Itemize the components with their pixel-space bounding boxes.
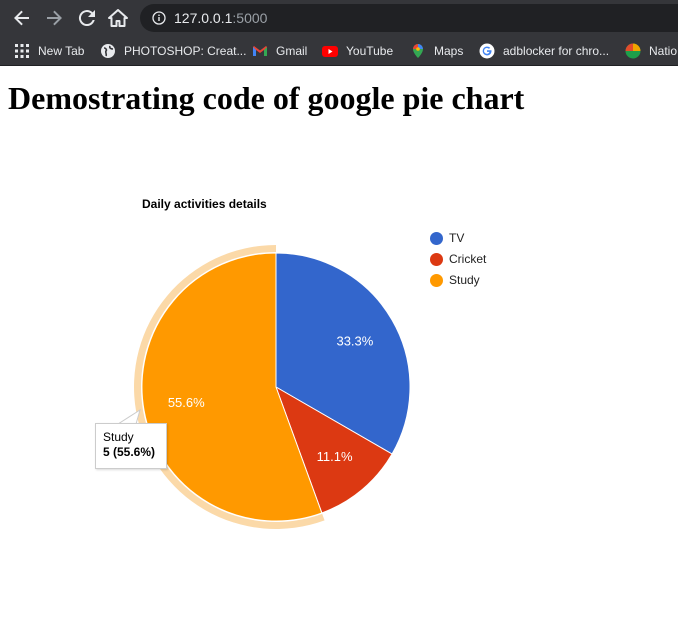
bookmark-adblocker[interactable]: adblocker for chro... — [479, 42, 609, 60]
bookmarks-bar: New Tab PHOTOSHOP: Creat... Gmail YouTub… — [0, 36, 678, 66]
chart-tooltip: Study 5 (55.6%) — [95, 423, 167, 469]
legend-label: TV — [449, 231, 465, 245]
legend-label: Cricket — [449, 252, 487, 266]
gmail-icon — [252, 43, 268, 59]
address-bar[interactable]: 127.0.0.1:5000 — [140, 4, 678, 32]
bookmark-label: YouTube — [346, 44, 394, 58]
google-icon — [479, 43, 495, 59]
bookmark-national[interactable]: Natio — [625, 42, 677, 60]
home-icon[interactable] — [106, 6, 130, 30]
bookmark-maps[interactable]: Maps — [410, 42, 463, 60]
legend-item-cricket[interactable]: Cricket — [430, 251, 486, 267]
bookmark-label: PHOTOSHOP: Creat... — [124, 44, 247, 58]
bookmark-photoshop[interactable]: PHOTOSHOP: Creat... — [100, 42, 246, 60]
legend-label: Study — [449, 273, 480, 287]
pie-slice-study[interactable] — [141, 252, 323, 522]
legend-item-tv[interactable]: TV — [430, 230, 464, 246]
tooltip-pointer — [116, 408, 141, 425]
legend-swatch — [430, 252, 443, 266]
bookmark-label: Natio — [649, 44, 678, 58]
globe-icon — [100, 43, 116, 59]
url-host: 127.0.0.1 — [174, 10, 233, 26]
bookmark-label: Maps — [434, 44, 464, 58]
slice-label-study: 55.6% — [168, 395, 205, 410]
bookmark-new-tab[interactable]: New Tab — [14, 42, 84, 60]
national-icon — [625, 43, 641, 59]
url-text: 127.0.0.1:5000 — [174, 10, 267, 26]
info-icon[interactable] — [152, 11, 166, 25]
back-arrow-icon[interactable] — [10, 6, 34, 30]
tooltip-value: 5 (55.6%) — [103, 445, 156, 459]
tooltip-category: Study — [103, 430, 134, 444]
maps-pin-icon — [410, 43, 426, 59]
bookmark-gmail[interactable]: Gmail — [252, 42, 307, 60]
page-title: Demostrating code of google pie chart — [8, 80, 525, 116]
bookmark-label: New Tab — [38, 44, 85, 58]
url-port: :5000 — [232, 10, 268, 26]
forward-arrow-icon[interactable] — [42, 6, 66, 30]
pie-slice-tv[interactable] — [275, 252, 411, 455]
browser-toolbar: 127.0.0.1:5000 — [0, 0, 678, 36]
bookmark-youtube[interactable]: YouTube — [322, 42, 393, 60]
youtube-icon — [322, 43, 338, 59]
legend-swatch — [430, 231, 443, 245]
bookmark-label: Gmail — [276, 44, 308, 58]
slice-label-tv: 33.3% — [336, 333, 373, 348]
slice-label-cricket: 11.1% — [317, 449, 353, 464]
legend-item-study[interactable]: Study — [430, 272, 480, 288]
apps-grid-icon — [14, 43, 30, 59]
chart-title: Daily activities details — [142, 197, 267, 211]
legend-swatch — [430, 273, 443, 287]
pie-slice-cricket[interactable] — [275, 385, 393, 514]
bookmark-label: adblocker for chro... — [503, 44, 610, 58]
